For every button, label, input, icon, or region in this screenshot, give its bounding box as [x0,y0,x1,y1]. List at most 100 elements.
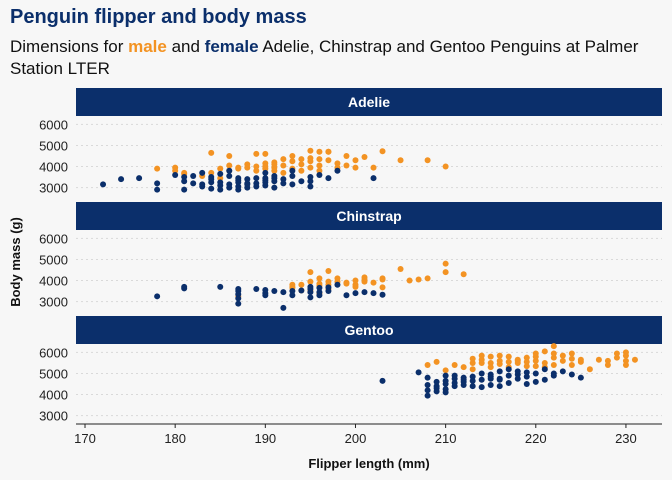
male-point [505,353,512,360]
female-point [343,292,350,299]
female-point [307,183,314,190]
female-point [217,179,224,186]
y-tick-label: 6000 [39,117,68,132]
male-point [253,163,260,170]
male-point [289,153,296,159]
female-point [244,176,251,183]
female-point [370,175,377,182]
male-point [289,158,296,165]
male-point [451,362,458,369]
female-point [469,373,476,380]
male-point [271,167,278,174]
male-point [262,163,269,170]
male-point [460,364,467,371]
female-point [262,169,269,176]
facet-label: Adelie [348,94,390,110]
male-point [379,276,386,283]
male-point [379,284,386,291]
male-point [568,355,575,362]
male-point [298,281,305,288]
male-point [613,350,620,357]
female-point [442,389,449,396]
male-point [325,157,332,164]
male-point [307,278,314,285]
male-point [298,156,305,163]
female-point [235,300,242,307]
male-point [361,154,368,161]
y-tick-label: 3000 [39,181,68,196]
male-point [280,162,287,169]
female-point [316,171,323,178]
male-point [532,357,539,364]
male-point [379,148,386,155]
facet-strip [76,202,662,230]
male-point [622,352,629,359]
male-point [226,153,233,159]
male-point [370,279,377,286]
male-point [316,148,323,155]
female-point [100,181,107,188]
female-point [307,174,314,181]
y-tick-label: 5000 [39,252,68,267]
female-point [532,378,539,385]
female-point [469,383,476,390]
male-point [550,350,557,357]
male-point [622,357,629,364]
male-point [460,271,467,278]
female-point [307,294,314,301]
y-tick-label: 4000 [39,160,68,175]
male-point [514,356,521,363]
female-point [532,370,539,377]
female-point [487,382,494,389]
x-tick-label: 170 [74,431,96,446]
female-point [334,167,341,174]
male-point [532,350,539,357]
male-point [523,358,530,365]
male-point [316,275,323,282]
female-point [541,376,548,383]
female-point [208,176,215,183]
female-point [442,377,449,384]
male-point [496,352,503,359]
x-tick-label: 200 [345,431,367,446]
y-tick-label: 6000 [39,345,68,360]
male-point [226,162,233,169]
female-point [469,377,476,384]
male-point [559,357,566,364]
male-point [298,161,305,168]
female-point [253,285,260,292]
facet-label: Chinstrap [336,208,401,224]
female-point [478,376,485,383]
female-point [181,178,188,185]
female-point [496,383,503,390]
male-point [307,147,314,154]
female-point [181,283,188,290]
male-point [397,265,404,272]
female-point [325,175,332,182]
subtitle-text-3: Adelie, Chinstrap and Gentoo Penguins at… [10,37,639,78]
male-point [433,358,440,365]
male-point [262,150,269,157]
male-point [343,153,350,159]
female-point [235,291,242,298]
male-point [415,276,422,283]
male-point [577,358,584,365]
female-point [433,378,440,385]
male-point [280,156,287,163]
female-point [307,283,314,290]
male-point [406,277,413,284]
male-point [568,362,575,369]
male-point [442,269,449,276]
subtitle-text-1: Dimensions for [10,37,129,56]
facet-strip [76,88,662,116]
female-point [226,167,233,174]
female-point [235,285,242,292]
female-point [199,169,206,176]
male-point [469,359,476,366]
male-point [280,169,287,176]
female-point [289,167,296,174]
chart-subtitle: Dimensions for male and female Adelie, C… [10,36,650,80]
male-point [586,366,593,373]
female-point [280,180,287,187]
